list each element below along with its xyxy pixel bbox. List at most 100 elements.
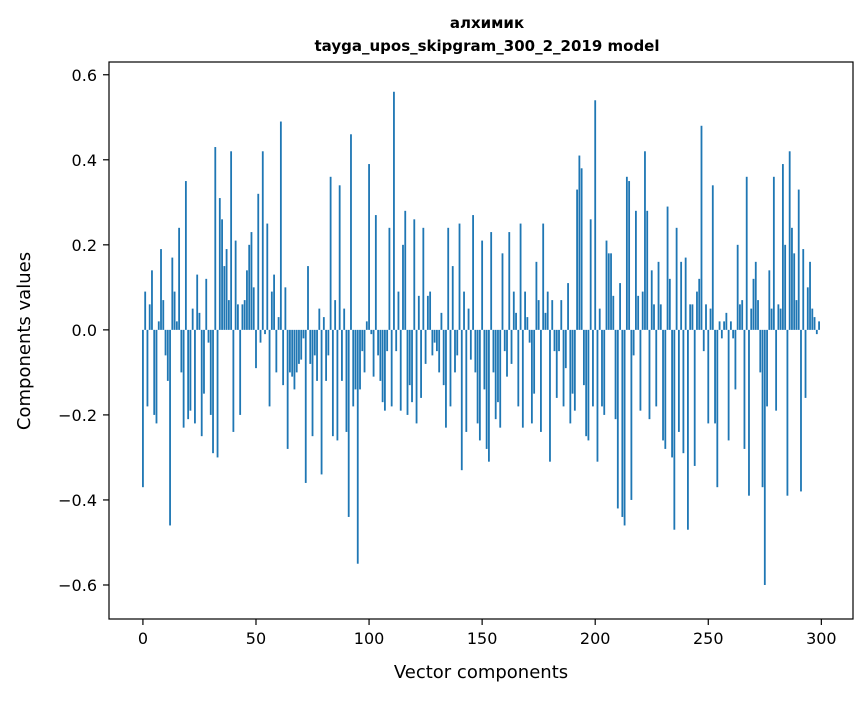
- bar-210: [616, 329, 619, 509]
- bar-236: [675, 227, 678, 330]
- bar-155: [492, 329, 495, 373]
- bar-166: [517, 329, 520, 407]
- bar-154: [490, 232, 493, 330]
- bar-233: [668, 278, 671, 330]
- bar-31: [212, 329, 214, 454]
- bar-261: [732, 329, 735, 339]
- bar-234: [671, 329, 673, 458]
- bar-63: [284, 287, 287, 330]
- bar-16: [178, 227, 181, 330]
- bar-48: [250, 232, 253, 330]
- bar-194: [580, 168, 583, 330]
- bar-5: [153, 329, 156, 415]
- bar-207: [610, 253, 612, 330]
- bar-209: [614, 329, 617, 420]
- bar-15: [175, 321, 178, 330]
- bar-219: [637, 295, 640, 330]
- chart-subtitle: tayga_upos_skipgram_300_2_2019 model: [315, 37, 660, 55]
- bar-248: [702, 329, 705, 352]
- bar-257: [723, 321, 726, 330]
- bar-213: [623, 329, 626, 526]
- bar-72: [304, 329, 307, 483]
- bar-163: [510, 329, 513, 364]
- bar-217: [632, 329, 635, 356]
- bar-151: [483, 329, 486, 390]
- bar-294: [806, 287, 809, 330]
- bar-105: [379, 329, 382, 381]
- bar-153: [488, 329, 490, 462]
- bar-18: [182, 329, 185, 428]
- bar-231: [664, 329, 667, 449]
- bar-83: [329, 176, 332, 330]
- bar-95: [356, 329, 359, 564]
- bar-260: [729, 321, 732, 330]
- bar-199: [592, 329, 594, 407]
- bar-158: [499, 329, 502, 428]
- bar-146: [472, 215, 474, 330]
- bar-67: [293, 329, 296, 390]
- bar-28: [205, 278, 208, 330]
- bar-74: [309, 329, 312, 364]
- bar-55: [266, 223, 269, 330]
- bar-180: [549, 329, 551, 462]
- bar-254: [716, 329, 719, 488]
- bar-177: [542, 223, 545, 330]
- bar-101: [370, 329, 373, 335]
- bar-292: [802, 249, 805, 330]
- bar-224: [648, 329, 651, 420]
- bar-53: [261, 151, 264, 330]
- bar-65: [289, 329, 291, 373]
- bar-268: [748, 329, 750, 496]
- bar-80: [322, 317, 325, 330]
- bar-38: [227, 300, 230, 330]
- bar-113: [397, 291, 400, 330]
- bar-255: [718, 321, 721, 330]
- bar-152: [485, 329, 488, 449]
- bar-2: [146, 329, 149, 407]
- bar-6: [155, 329, 158, 424]
- bar-89: [343, 308, 346, 330]
- bar-282: [779, 308, 782, 330]
- bar-3: [148, 304, 151, 330]
- bar-263: [736, 244, 739, 330]
- x-tick-label-150: 150: [467, 629, 498, 648]
- bar-144: [467, 308, 470, 330]
- bar-276: [766, 329, 768, 407]
- bar-265: [741, 300, 744, 330]
- x-tick-label-200: 200: [580, 629, 611, 648]
- bar-216: [630, 329, 633, 500]
- bar-111: [393, 91, 395, 330]
- bar-167: [519, 223, 522, 330]
- bar-170: [526, 317, 529, 330]
- bar-137: [451, 266, 454, 330]
- bar-208: [612, 295, 615, 330]
- bar-258: [725, 312, 728, 330]
- bar-297: [813, 317, 816, 330]
- bar-259: [727, 329, 730, 441]
- bar-45: [243, 300, 246, 330]
- x-tick-label-50: 50: [246, 629, 266, 648]
- bar-129: [433, 329, 436, 343]
- bar-117: [406, 329, 409, 415]
- bar-58: [273, 274, 275, 330]
- bar-131: [438, 329, 441, 373]
- bar-103: [374, 215, 377, 330]
- bar-series: [142, 91, 820, 585]
- bar-114: [399, 329, 402, 411]
- bar-61: [279, 121, 282, 330]
- bar-86: [336, 329, 339, 441]
- bar-69: [298, 329, 300, 364]
- bar-81: [325, 329, 327, 381]
- bar-250: [707, 329, 710, 424]
- bar-187: [564, 329, 567, 369]
- bar-220: [639, 329, 642, 411]
- x-tick-label-300: 300: [806, 629, 837, 648]
- bar-34: [218, 198, 221, 330]
- bar-266: [743, 329, 746, 449]
- bar-75: [311, 329, 314, 437]
- bar-274: [761, 329, 764, 488]
- x-axis-label: Vector components: [394, 662, 568, 683]
- bar-70: [300, 329, 303, 360]
- bar-1: [144, 291, 147, 330]
- bar-218: [635, 210, 637, 330]
